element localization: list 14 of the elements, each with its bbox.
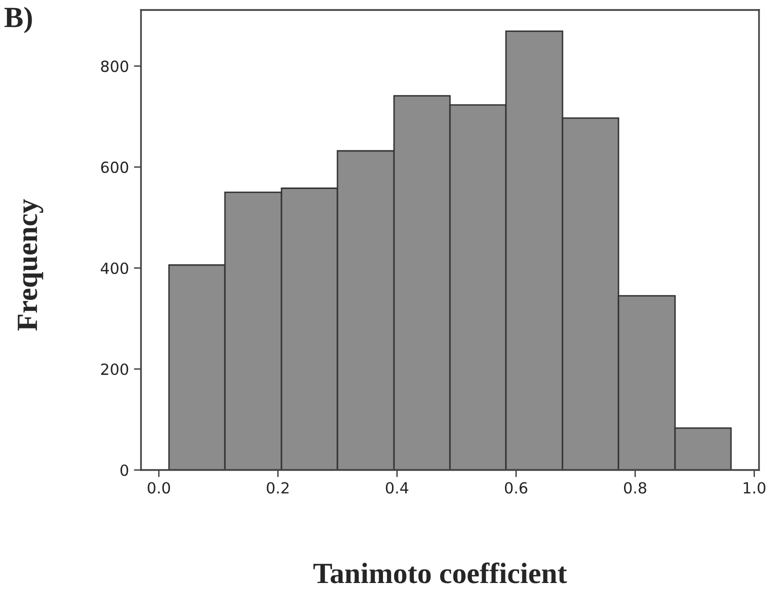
- x-tick-label: 0.2: [266, 482, 289, 494]
- y-tick-label: 0: [120, 464, 128, 476]
- x-tick-label: 0.8: [624, 482, 646, 494]
- y-axis-title: Frequency: [18, 199, 44, 331]
- y-tick-label: 400: [100, 262, 128, 274]
- x-tick-label: 0.4: [386, 482, 408, 494]
- y-tick-label: 800: [101, 60, 128, 72]
- text: B): [4, 6, 32, 34]
- x-axis-title: Tanimoto coefficient: [313, 562, 567, 584]
- y-tick-label: 200: [101, 363, 128, 376]
- x-tick-label: 1.0: [744, 482, 766, 494]
- x-tick-label: 0.6: [504, 482, 528, 494]
- y-tick-label: 600: [101, 162, 128, 174]
- x-tick-label: 0.0: [148, 482, 170, 494]
